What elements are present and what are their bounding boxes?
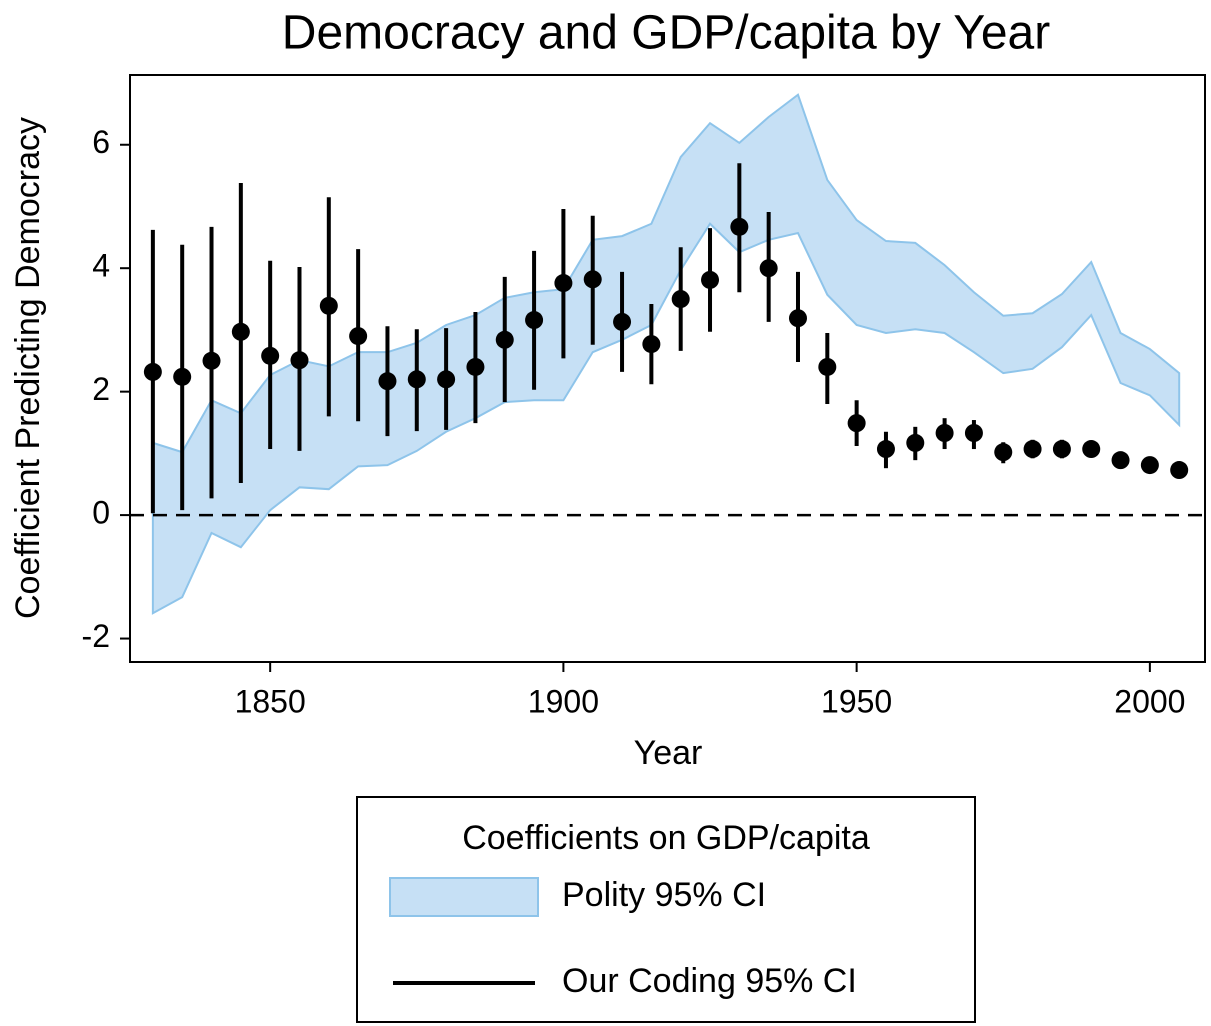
point-estimate (261, 346, 280, 365)
y-tick-label: 6 (92, 124, 110, 160)
point-estimate (642, 335, 661, 354)
point-estimate (759, 259, 778, 278)
chart-title: Democracy and GDP/capita by Year (282, 7, 1050, 60)
point-estimate (1082, 440, 1101, 459)
point-estimate (964, 424, 983, 443)
point-estimate (1052, 440, 1071, 459)
legend-label: Polity 95% CI (562, 876, 766, 914)
y-tick-label: 2 (92, 371, 110, 407)
y-axis-label: Coefficient Predicting Democracy (9, 117, 47, 619)
point-estimate (173, 367, 192, 386)
point-estimate (1111, 451, 1130, 470)
x-tick-label: 1850 (235, 683, 306, 719)
point-estimate (466, 357, 485, 376)
point-estimate (613, 312, 632, 331)
ci-band (151, 93, 1181, 615)
plot-frame (129, 74, 1206, 663)
point-estimate (818, 357, 837, 376)
point-estimate (788, 309, 807, 328)
legend-title: Coefficients on GDP/capita (462, 819, 870, 857)
x-tick-label: 2000 (1114, 683, 1185, 719)
point-estimate (994, 443, 1013, 462)
point-estimate (525, 311, 544, 330)
point-estimate (1023, 440, 1042, 459)
point-estimate (319, 296, 338, 315)
point-estimate (1140, 456, 1159, 475)
point-estimate (202, 351, 221, 370)
point-estimate (906, 433, 925, 452)
point-estimate (1170, 461, 1189, 480)
point-estimate (143, 362, 162, 381)
legend-swatch (389, 877, 539, 917)
point-estimate (671, 290, 690, 309)
point-estimate (701, 270, 720, 289)
x-axis-label: Year (634, 734, 703, 772)
point-estimate (378, 372, 397, 391)
point-estimate (935, 424, 954, 443)
y-tick-label: -2 (82, 618, 110, 654)
y-tick-label: 0 (92, 495, 110, 531)
point-estimate (847, 414, 866, 433)
point-estimate (407, 370, 426, 389)
point-estimate (349, 327, 368, 346)
point-estimate (231, 322, 250, 341)
point-estimate (730, 217, 749, 236)
point-estimate (876, 440, 895, 459)
point-estimate (583, 270, 602, 289)
y-tick-label: 4 (92, 248, 110, 284)
point-estimate (290, 351, 309, 370)
x-tick-label: 1950 (821, 683, 892, 719)
point-estimate (554, 274, 573, 293)
point-estimate (495, 330, 514, 349)
x-tick-label: 1900 (528, 683, 599, 719)
legend-label: Our Coding 95% CI (562, 962, 857, 1000)
point-estimate (437, 370, 456, 389)
